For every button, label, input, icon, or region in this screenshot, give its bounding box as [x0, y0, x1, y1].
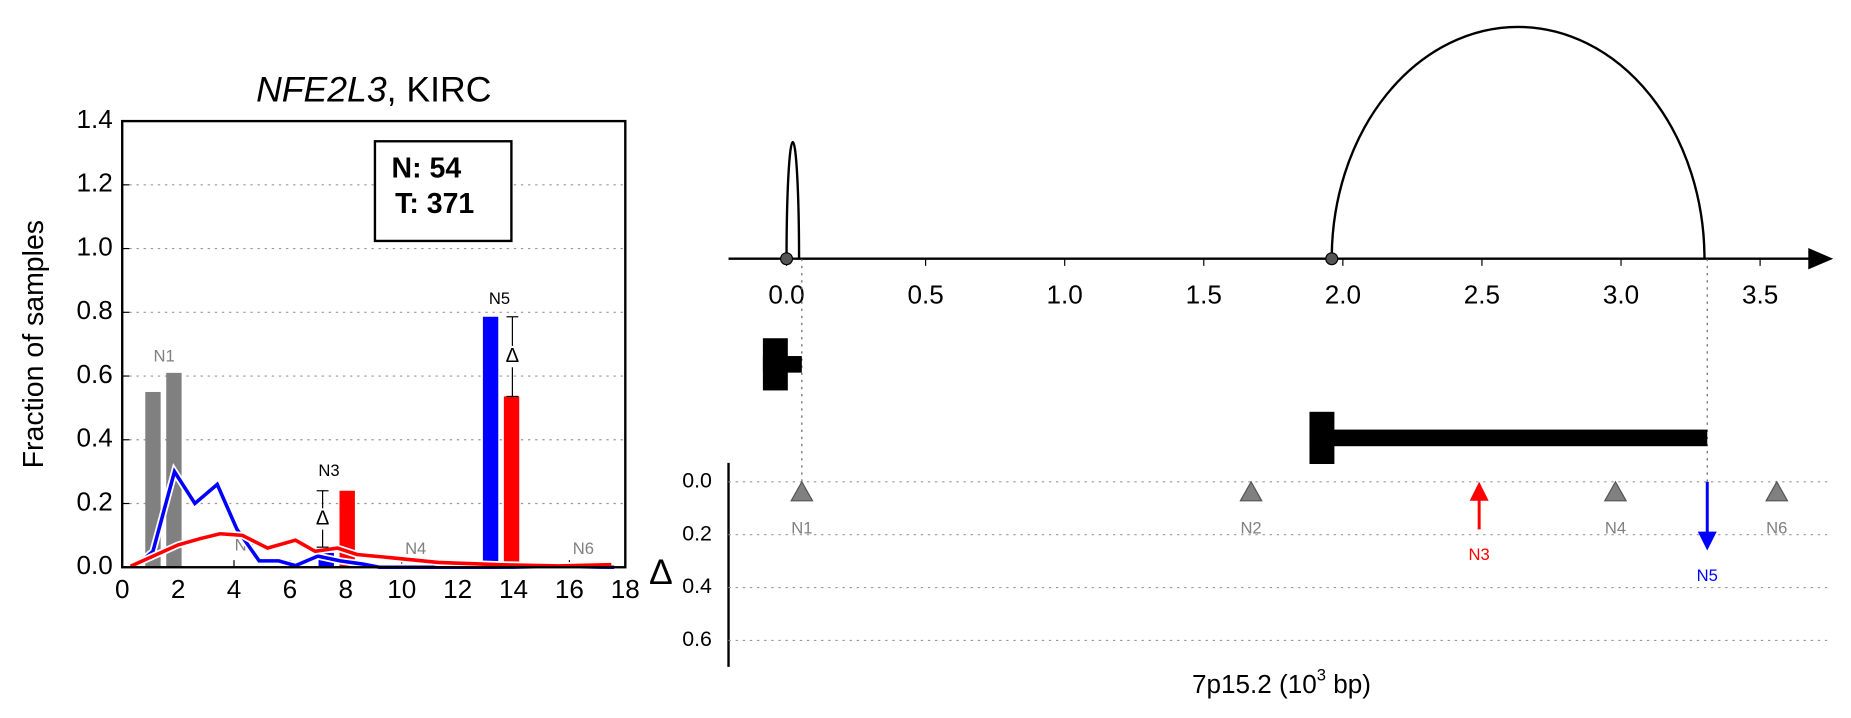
y-tick-label: 0.2	[682, 521, 712, 545]
x-tick-label: 10	[387, 574, 416, 604]
site-label: N4	[1605, 519, 1626, 538]
count-box	[373, 140, 513, 243]
bar	[503, 396, 520, 568]
x-tick-label: 4	[227, 574, 242, 604]
arc	[787, 142, 800, 259]
site-label: N5	[1697, 566, 1718, 585]
x-tick-label: 6	[283, 574, 298, 604]
x-tick-label: 0.0	[768, 280, 804, 310]
xlabel-post: bp)	[1326, 669, 1371, 699]
y-tick-label: 0.0	[76, 550, 112, 580]
y-tick-label: 0.6	[76, 359, 112, 389]
arrow-head	[1469, 481, 1489, 501]
x-tick-label: 0.5	[907, 280, 943, 310]
y-tick-label: 0.2	[76, 486, 112, 516]
arc	[1330, 25, 1706, 259]
arc-anchor	[1325, 252, 1339, 266]
gene-start	[1309, 411, 1335, 465]
site-label: N1	[154, 346, 175, 365]
site-marker	[1603, 480, 1628, 502]
count-text: N: 54	[392, 152, 462, 184]
site-marker	[1239, 480, 1263, 502]
x-tick-label: 8	[339, 574, 354, 604]
site-label: N6	[573, 539, 594, 558]
site-label: N3	[1469, 545, 1490, 564]
y-tick-label: 1.0	[76, 231, 112, 261]
x-axis-label: 7p15.2 (103 bp)	[1192, 666, 1371, 699]
x-tick-label: 0	[115, 574, 130, 604]
plot-frame	[121, 119, 627, 569]
xlabel-sup: 3	[1317, 666, 1326, 685]
y-tick-label: 0.4	[682, 574, 712, 598]
x-tick-label: 14	[499, 574, 528, 604]
x-tick-label: 18	[611, 574, 640, 604]
delta-axis-label: Δ	[649, 552, 673, 592]
site-marker	[1765, 480, 1789, 502]
x-tick-label: 2.5	[1464, 280, 1500, 310]
x-tick-label: 1.5	[1186, 280, 1222, 310]
site-marker	[790, 480, 814, 502]
chart-title: NFE2L3, KIRC	[256, 70, 491, 110]
y-tick-label: 0.4	[76, 423, 112, 453]
x-tick-label: 3.5	[1742, 280, 1778, 310]
bar	[145, 391, 161, 568]
y-tick-label: 0.6	[682, 627, 712, 651]
line	[135, 467, 615, 570]
site-label: N6	[1766, 519, 1787, 538]
x-tick-label: 2.0	[1325, 280, 1361, 310]
y-tick-label: 1.4	[76, 104, 112, 134]
bar	[482, 316, 499, 568]
x-tick-label: 1.0	[1047, 280, 1083, 310]
delta-label-bg	[313, 508, 333, 530]
site-label: N2	[1240, 519, 1261, 538]
x-tick-label: 2	[171, 574, 186, 604]
gene-body	[1309, 429, 1708, 447]
xlabel-pre: 7p15.2 (10	[1192, 669, 1317, 699]
arc-anchor	[780, 252, 794, 266]
delta-label: Δ	[506, 345, 519, 367]
x-tick-label: 16	[555, 574, 584, 604]
title-gene: NFE2L3	[256, 70, 387, 110]
site-label: N5	[489, 289, 510, 308]
y-tick-label: 0.0	[682, 468, 712, 492]
y-tick-label: 0.8	[76, 295, 112, 325]
site-label: N4	[405, 539, 426, 558]
x-tick-label: 12	[443, 574, 472, 604]
count-text: T: 371	[395, 188, 474, 220]
title-rest: , KIRC	[387, 70, 492, 110]
delta-label-bg	[502, 345, 522, 368]
site-label: N1	[791, 519, 812, 538]
y-axis-label: Fraction of samples	[18, 220, 50, 468]
delta-label: Δ	[316, 507, 329, 529]
x-tick-label: 3.0	[1603, 280, 1639, 310]
site-label: N3	[318, 461, 339, 480]
gene-start	[762, 338, 788, 391]
arrow-head	[1697, 531, 1717, 551]
axis-arrow	[1808, 248, 1834, 270]
line	[129, 531, 612, 568]
y-tick-label: 1.2	[76, 168, 112, 198]
